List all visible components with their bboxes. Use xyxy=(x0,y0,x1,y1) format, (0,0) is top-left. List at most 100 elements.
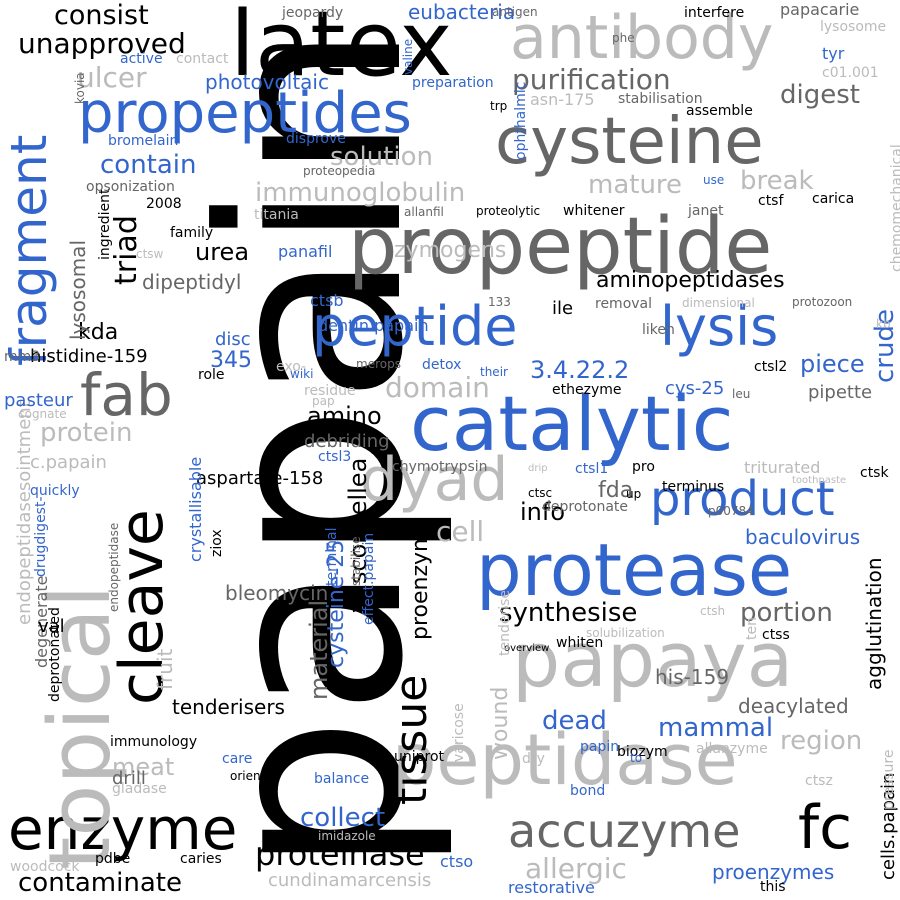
word-endopeptidase: endopeptidase xyxy=(107,522,121,612)
word-tenderise: tenderise xyxy=(497,589,513,656)
word-role: role xyxy=(198,367,225,383)
word-eubacteria: eubacteria xyxy=(408,0,516,24)
word-c01-001: c01.001 xyxy=(822,65,879,81)
word-break: break xyxy=(740,166,814,196)
word-his-159: his-159 xyxy=(655,665,730,689)
word-deacylated: deacylated xyxy=(738,694,849,718)
word-dimensional: dimensional xyxy=(682,296,755,310)
word-to: to xyxy=(630,751,643,765)
word-ctso: ctso xyxy=(440,852,474,871)
word-up: up xyxy=(626,487,642,501)
word-histidine-159: histidine-159 xyxy=(30,346,148,367)
word-uniprot: uniprot xyxy=(394,749,445,765)
word-fda: fda xyxy=(598,478,634,503)
word-care: care xyxy=(222,751,253,767)
word-portion: portion xyxy=(740,598,833,628)
word-mm3: mm3 xyxy=(4,349,41,365)
word-agglutination: agglutination xyxy=(862,557,886,690)
word-antibody: antibody xyxy=(510,3,774,73)
word-caries: caries xyxy=(180,851,222,867)
word-quickly: quickly xyxy=(30,483,80,499)
word-digest: digest xyxy=(780,80,860,110)
word-region: region xyxy=(780,726,863,756)
word-crystallisable: crystallisable xyxy=(186,456,205,562)
word-urea: urea xyxy=(195,238,250,266)
word-residue: residue xyxy=(304,383,356,399)
word-pdbe: pdbe xyxy=(95,851,131,867)
word-debriding: debriding xyxy=(304,431,390,452)
word-proenzyme: proenzyme xyxy=(408,517,433,640)
word-cognate: cognate xyxy=(18,407,67,421)
word-whiten: whiten xyxy=(556,635,604,651)
word-peptidase: peptidase xyxy=(392,719,738,801)
word-protein: protein xyxy=(40,418,133,448)
word-ec-number: 3.4.22.2 xyxy=(530,356,630,384)
word-enzyme: enzyme xyxy=(8,795,238,863)
word-mammal: mammal xyxy=(658,713,774,743)
word-zymogens: zymogens xyxy=(394,238,507,263)
word-wound: wound xyxy=(488,686,513,760)
word-latex: latex xyxy=(230,0,453,97)
word-exo: exo- xyxy=(276,359,307,375)
word-removal: removal xyxy=(595,296,653,312)
word-aspartate-158: aspartate-158 xyxy=(196,468,324,489)
word-pap: pap xyxy=(312,394,335,408)
word-solubilization: solubilization xyxy=(586,626,665,640)
word-ctsf: ctsf xyxy=(758,193,784,209)
word-orient: orient xyxy=(230,769,266,783)
word-pasteur: pasteur xyxy=(4,390,73,411)
word-dry: dry xyxy=(522,751,545,767)
word-propeptide: propeptide xyxy=(348,202,773,292)
word-ctsh: ctsh xyxy=(700,604,726,618)
word-chemomechanical: chemomechanical xyxy=(889,144,900,272)
word-assemble: assemble xyxy=(686,103,753,119)
word-this: this xyxy=(760,879,786,895)
word-bleomycin: bleomycin xyxy=(225,581,329,605)
word-fc: fc xyxy=(798,793,853,863)
word-ctss: ctss xyxy=(762,627,790,643)
word-immunology: immunology xyxy=(110,734,198,750)
word-mature: mature xyxy=(588,170,683,200)
word-liken: liken xyxy=(642,322,675,338)
word-biozym: biozym xyxy=(617,744,668,760)
word-asn-175: asn-175 xyxy=(530,90,595,109)
word-terminal: terminal xyxy=(324,527,340,586)
word-opsonization: opsonization xyxy=(86,179,175,195)
word-photovoltaic: photovoltaic xyxy=(205,70,329,94)
word-whitener: whitener xyxy=(563,203,625,219)
word-propeptides: propeptides xyxy=(78,81,412,146)
word-interfere: interfere xyxy=(684,5,745,21)
word-proteinase: proteinase xyxy=(255,835,425,873)
word-lysis: lysis xyxy=(660,295,779,358)
word-collect: collect xyxy=(300,803,386,833)
word-tenderisers: tenderisers xyxy=(172,695,285,719)
word-c-papain: c.papain xyxy=(30,452,107,473)
word-protozoon: protozoon xyxy=(792,295,853,309)
word-allanzyme: allanzyme xyxy=(696,741,768,757)
word-use: use xyxy=(703,173,725,187)
word-antigen: antigen xyxy=(492,5,538,19)
word-lysosomal: lysosomal xyxy=(66,240,90,340)
word-product: product xyxy=(650,471,835,527)
word-varicose: varicose xyxy=(451,703,467,762)
word-bond: bond xyxy=(570,783,606,799)
word-leu: leu xyxy=(732,387,751,401)
word-dyad: dyad xyxy=(360,445,509,515)
word-allanfil: allanfil xyxy=(404,205,444,219)
word-fruit: fruit xyxy=(153,648,177,690)
word-ctsl2: ctsl2 xyxy=(754,359,788,375)
word-val: val xyxy=(38,616,65,637)
word-proteopedia: proteopedia xyxy=(303,164,376,178)
word-family: family xyxy=(170,225,214,241)
word-gladase: gladase xyxy=(112,781,167,797)
word-synthesise: synthesise xyxy=(499,598,638,628)
word-phe: phe xyxy=(612,31,635,45)
word-kda: kda xyxy=(78,320,119,345)
word-immunoglobulin: immunoglobulin xyxy=(255,178,466,208)
word-unapproved: unapproved xyxy=(18,27,186,60)
word-effect-papain: effect.papain xyxy=(361,532,377,625)
word-protease: protease xyxy=(476,528,793,612)
word-345: 345 xyxy=(210,348,252,373)
word-disprove: disprove xyxy=(286,131,346,147)
